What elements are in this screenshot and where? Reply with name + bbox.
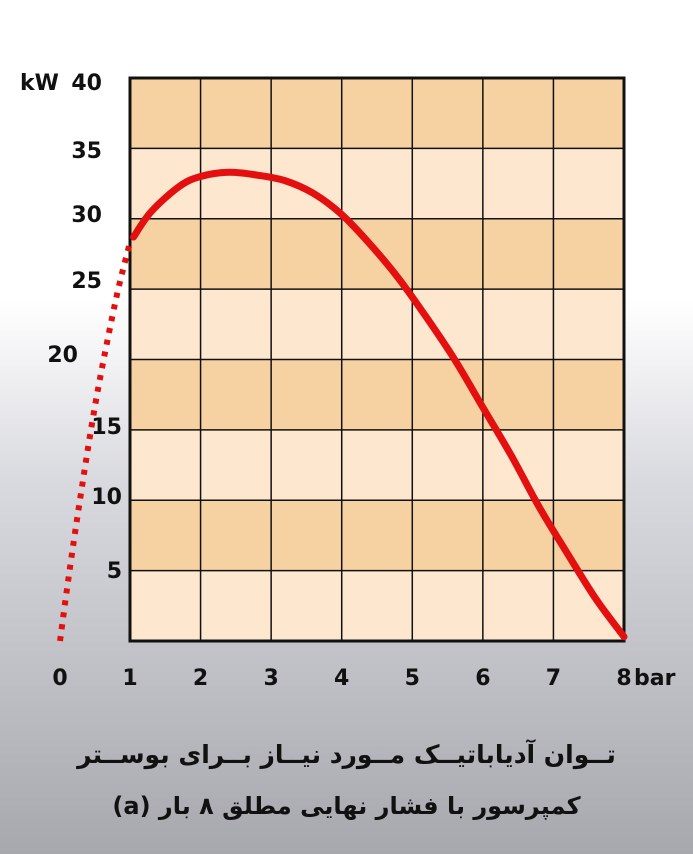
series-extrapolated-line — [57, 241, 133, 642]
y-tick-label: 20 — [47, 343, 78, 368]
band-2 — [130, 429, 624, 501]
x-tick-label: 6 — [475, 666, 490, 691]
y-tick-label: 35 — [71, 139, 102, 164]
x-tick-label: 2 — [193, 666, 208, 691]
x-tick-label: 3 — [263, 666, 278, 691]
band-1 — [130, 500, 624, 571]
y-axis-unit: kW — [20, 71, 59, 96]
y-tick-label: 10 — [91, 485, 122, 510]
y-tick-label: 40 — [71, 71, 102, 96]
x-tick-label: 4 — [334, 666, 349, 691]
x-tick-label: 7 — [546, 666, 561, 691]
caption-line-1: تــوان آدیاباتیــک مــورد نیــاز بــرای … — [77, 740, 616, 769]
power-chart: 5 10 15 20 25 30 35 40 0 1 2 3 4 5 6 7 8 kW bar — [20, 71, 676, 691]
band-6 — [130, 148, 624, 219]
band-0 — [130, 570, 624, 641]
x-axis-tick-labels: 0 1 2 3 4 5 6 7 8 — [52, 666, 631, 691]
x-tick-label: 1 — [122, 666, 137, 691]
x-axis-unit: bar — [634, 666, 676, 691]
data-series — [57, 168, 628, 642]
band-3 — [130, 359, 624, 430]
y-axis-tick-labels: 5 10 15 20 25 30 35 40 — [47, 71, 122, 584]
grid-lines — [130, 78, 624, 641]
y-tick-label: 30 — [71, 203, 102, 228]
y-tick-label: 25 — [71, 269, 102, 294]
x-tick-label: 5 — [405, 666, 420, 691]
x-tick-label: 8 — [616, 666, 631, 691]
caption-line-2: کمپرسور با فشار نهایی مطلق ۸ بار (a) — [112, 792, 581, 820]
x-tick-label: 0 — [52, 666, 67, 691]
y-tick-label: 15 — [91, 415, 122, 440]
band-7 — [130, 78, 624, 149]
y-tick-label: 5 — [107, 559, 122, 584]
band-4 — [130, 289, 624, 360]
plot-frame — [128, 76, 626, 643]
series-power-line — [130, 168, 628, 641]
